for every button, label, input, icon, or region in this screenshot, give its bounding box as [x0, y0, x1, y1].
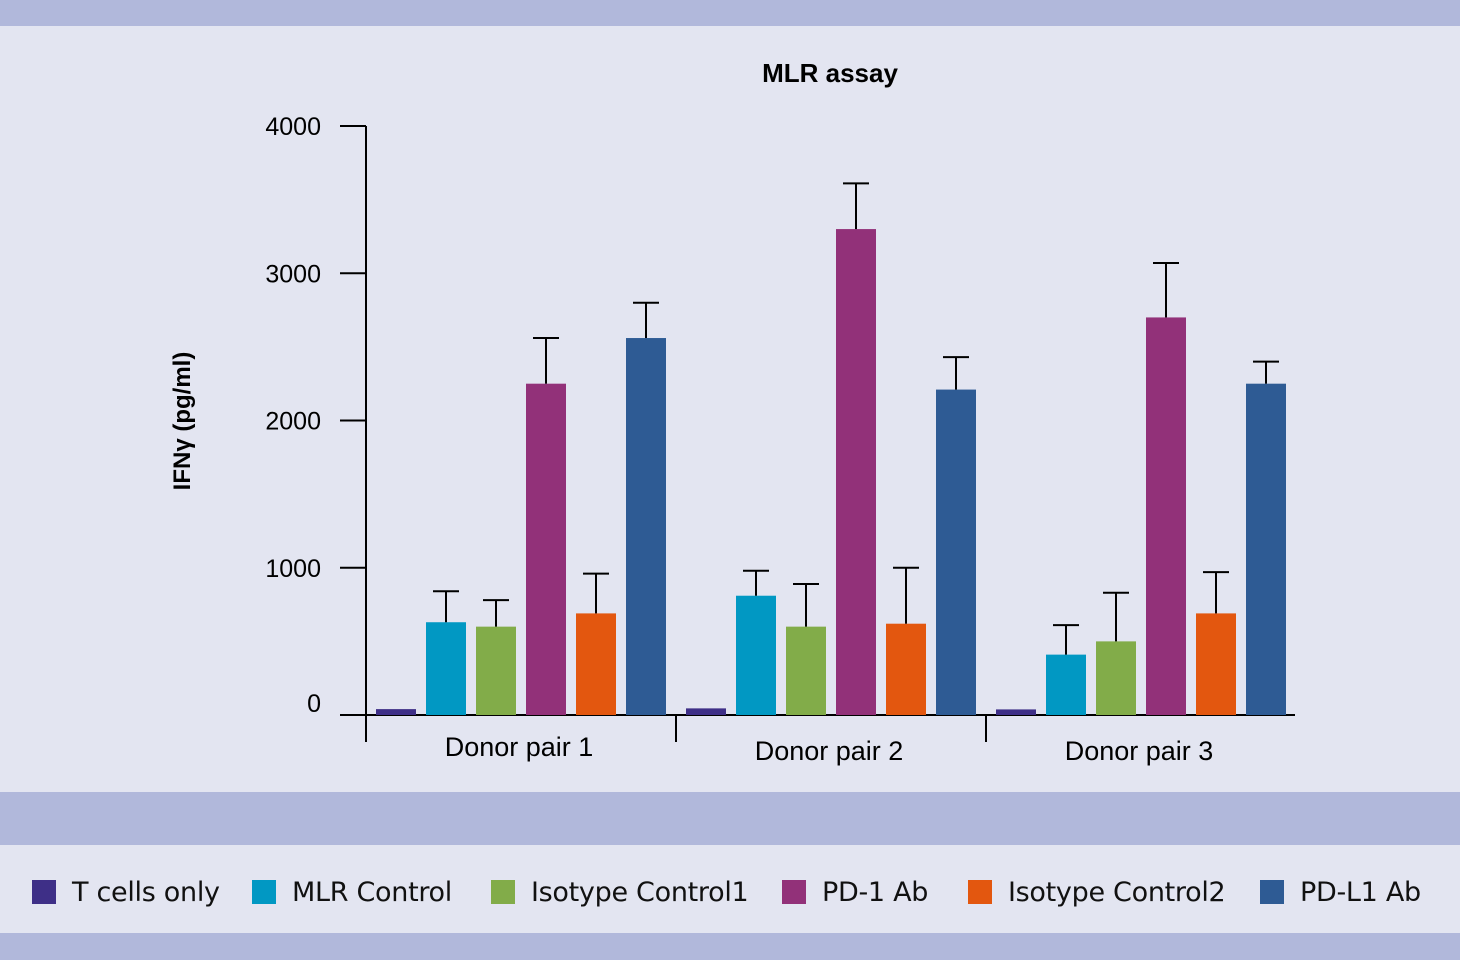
x-category-label: Donor pair 2 [755, 736, 904, 766]
bar [1046, 654, 1086, 715]
bar [526, 383, 566, 715]
bars-group [376, 182, 1286, 715]
bar [836, 229, 876, 715]
legend-swatch [968, 880, 992, 904]
bar [1196, 613, 1236, 715]
bar [786, 626, 826, 715]
legend-swatch [1260, 880, 1284, 904]
bar [686, 708, 726, 715]
y-tick-label: 4000 [265, 113, 321, 141]
bar [576, 613, 616, 715]
bar [996, 709, 1036, 715]
bottom-band [0, 933, 1460, 960]
legend-label: Isotype Control1 [531, 876, 749, 908]
bar [936, 389, 976, 715]
legend-swatch [252, 880, 276, 904]
legend-label: PD-L1 Ab [1300, 876, 1421, 908]
middle-band [0, 792, 1460, 845]
legend-item: Isotype Control1 [491, 872, 749, 912]
bar [376, 709, 416, 715]
bar [1096, 641, 1136, 715]
top-band [0, 0, 1460, 26]
bar [736, 595, 776, 715]
y-axis-label: IFNγ (pg/ml) [169, 352, 196, 491]
legend-swatch [782, 880, 806, 904]
bar [1246, 383, 1286, 715]
legend-item: Isotype Control2 [968, 872, 1226, 912]
bar [886, 623, 926, 715]
legend-item: T cells only [32, 872, 220, 912]
axes: 0 1000 2000 3000 4000 Donor pair 1 Donor pair … [265, 113, 1295, 766]
x-category-label: Donor pair 3 [1065, 736, 1214, 766]
bar-chart: MLR assay IFNγ (pg/ml) 0 1000 2000 3000 4000… [169, 58, 1295, 766]
legend-label: T cells only [72, 876, 220, 908]
legend-label: Isotype Control2 [1008, 876, 1226, 908]
bar [1146, 317, 1186, 715]
legend-item: PD-L1 Ab [1260, 872, 1421, 912]
legend-item: MLR Control [252, 872, 452, 912]
bar [426, 622, 466, 715]
y-tick-label: 3000 [265, 260, 321, 288]
x-category-label: Donor pair 1 [445, 732, 594, 762]
chart-title: MLR assay [762, 58, 898, 88]
bar [476, 626, 516, 715]
y-tick-label: 0 [307, 690, 321, 718]
legend-panel [0, 845, 1460, 933]
legend-item: PD-1 Ab [782, 872, 928, 912]
legend-label: PD-1 Ab [822, 876, 929, 908]
bar [626, 338, 666, 715]
y-tick-label: 2000 [265, 408, 321, 436]
y-tick-label: 1000 [265, 555, 321, 583]
legend-swatch [491, 880, 515, 904]
legend-swatch [32, 880, 56, 904]
legend-label: MLR Control [292, 876, 452, 908]
